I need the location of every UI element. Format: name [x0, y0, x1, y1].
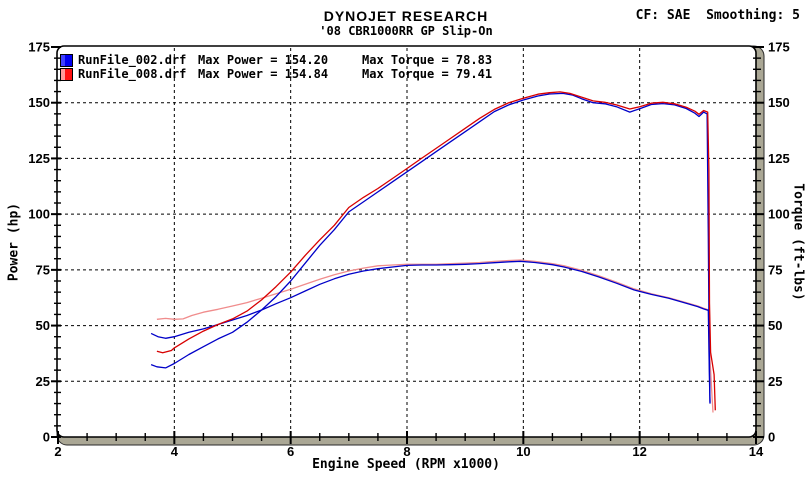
- correction-smoothing-label: CF: SAE Smoothing: 5: [635, 8, 800, 23]
- y-left-tick-label: 0: [43, 430, 50, 445]
- run-color-swatch-icon: [60, 67, 73, 81]
- y-right-tick-label: 75: [768, 262, 782, 277]
- y-right-tick-label: 125: [768, 151, 790, 166]
- x-axis-title: Engine Speed (RPM x1000): [312, 457, 500, 472]
- x-tick-label: 12: [632, 444, 646, 459]
- y-right-tick-label: 175: [768, 40, 790, 55]
- y-right-tick-label: 50: [768, 318, 782, 333]
- legend-row: RunFile_002.drf Max Power = 154.20 Max Tor…: [60, 53, 492, 67]
- x-tick-label: 6: [287, 444, 294, 459]
- y-right-tick-label: 150: [768, 95, 790, 110]
- y-right-tick-label: 0: [768, 430, 775, 445]
- y-left-tick-label: 150: [28, 95, 50, 110]
- legend-row: RunFile_008.drf Max Power = 154.84 Max Tor…: [60, 67, 492, 81]
- legend-max-power: Max Power = 154.84: [198, 67, 329, 81]
- y-left-tick-label: 175: [28, 40, 50, 55]
- x-tick-label: 2: [54, 444, 61, 459]
- y-left-tick-label: 25: [36, 374, 50, 389]
- power-curve: [150, 92, 711, 404]
- left-axis-title: Power (hp): [6, 202, 22, 282]
- legend-max-torque: Max Torque = 79.41: [362, 67, 493, 81]
- legend-run-file: RunFile_002.drf: [78, 53, 187, 67]
- power-curve: [156, 91, 716, 411]
- y-right-tick-label: 100: [768, 207, 790, 222]
- run-color-swatch-icon: [60, 53, 73, 67]
- legend: RunFile_002.drf Max Power = 154.20 Max Tor…: [60, 53, 492, 81]
- chart-subtitle: '08 CBR1000RR GP Slip-On: [319, 24, 493, 38]
- legend-run-file: RunFile_008.drf: [78, 67, 187, 81]
- legend-max-power: Max Power = 154.20: [198, 53, 329, 67]
- legend-max-torque: Max Torque = 78.83: [362, 53, 493, 67]
- y-left-tick-label: 100: [28, 207, 50, 222]
- right-axis-title: Torque (ft-lbs): [790, 183, 806, 301]
- chart-title: DYNOJET RESEARCH: [323, 8, 489, 24]
- x-tick-label: 14: [749, 444, 764, 459]
- x-tick-label: 4: [171, 444, 179, 459]
- y-left-tick-label: 125: [28, 151, 50, 166]
- y-left-tick-label: 50: [36, 318, 50, 333]
- x-tick-label: 8: [403, 444, 410, 459]
- torque-curve: [150, 260, 711, 403]
- y-right-tick-label: 25: [768, 374, 782, 389]
- y-left-tick-label: 75: [36, 262, 50, 277]
- x-tick-label: 10: [516, 444, 530, 459]
